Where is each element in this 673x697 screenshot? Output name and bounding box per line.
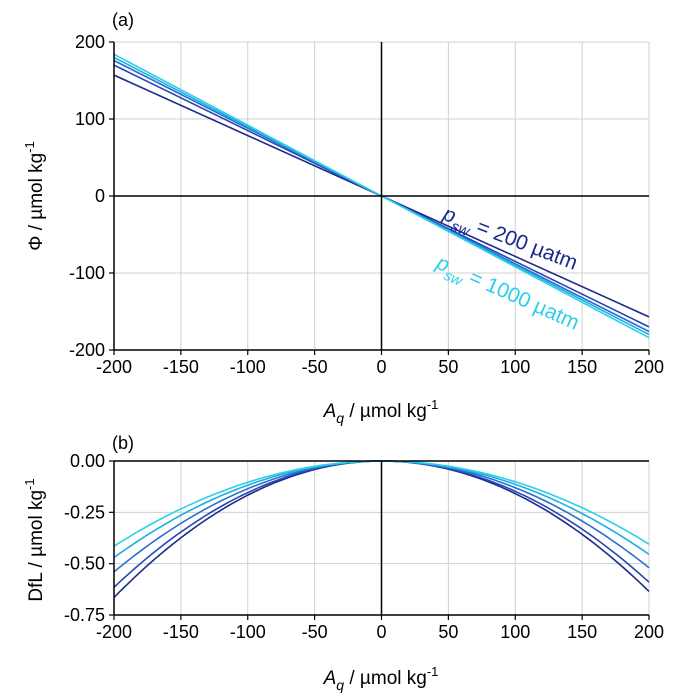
panel-b-xtick-label: -150 — [163, 622, 199, 642]
panel-a-xtick-label: -100 — [230, 357, 266, 377]
panel-a-xtick-label: 200 — [634, 357, 664, 377]
panel-b-ylabel: DfL / µmol kg-1 — [22, 478, 47, 601]
panel-b-xtick-label: -50 — [302, 622, 328, 642]
panel-b-xtick-label: -200 — [96, 622, 132, 642]
panel-b-axes — [109, 460, 650, 620]
panel-a-xtick-label: -150 — [163, 357, 199, 377]
panel-b-label: (b) — [112, 433, 134, 453]
panel-b-xlabel: Aq / µmol kg-1 — [323, 664, 439, 693]
panel-b-xtick-label: 50 — [438, 622, 458, 642]
panel-a-ytick-label: 100 — [75, 109, 105, 129]
panel-a: (a) -200 -150 -100 -50 0 50 100 150 200 200 100 0 -1… — [22, 10, 664, 426]
panel-a-xtick-label: -50 — [302, 357, 328, 377]
panel-a-xtick-label: 0 — [376, 357, 386, 377]
panel-a-ytick-label: 200 — [75, 32, 105, 52]
panel-a-xtick-label: 150 — [567, 357, 597, 377]
panel-b-xtick-label: 100 — [500, 622, 530, 642]
panel-b-ytick-label: -0.75 — [64, 605, 105, 625]
panel-a-label: (a) — [112, 10, 134, 30]
panel-b-ytick-label: -0.25 — [64, 502, 105, 522]
panel-a-axes — [109, 41, 650, 355]
panel-b-tick-labels: -200 -150 -100 -50 0 50 100 150 200 0.00 -0.25 -0.5… — [64, 451, 664, 642]
panel-b-ytick-label: -0.50 — [64, 554, 105, 574]
panel-a-ytick-label: -200 — [69, 340, 105, 360]
panel-a-ytick-label: 0 — [95, 186, 105, 206]
panel-a-xtick-label: 100 — [500, 357, 530, 377]
panel-a-ylabel: Φ / µmol kg-1 — [22, 141, 47, 250]
panel-a-annotation: psw = 200 µatm — [437, 202, 581, 280]
panel-b-xtick-label: 150 — [567, 622, 597, 642]
panel-a-ytick-label: -100 — [69, 263, 105, 283]
panel-b: (b) -200 -150 -100 -50 0 50 100 150 200 0.00 -0.25… — [22, 433, 664, 693]
panel-b-xtick-label: 200 — [634, 622, 664, 642]
panel-a-xtick-label: 50 — [438, 357, 458, 377]
panel-a-tick-labels: -200 -150 -100 -50 0 50 100 150 200 200 100 0 -100 -2… — [69, 32, 664, 377]
panel-a-xlabel: Aq / µmol kg-1 — [323, 397, 439, 426]
panel-b-xtick-label: 0 — [376, 622, 386, 642]
panel-a-xtick-label: -200 — [96, 357, 132, 377]
panel-b-xtick-label: -100 — [230, 622, 266, 642]
panel-b-ytick-label: 0.00 — [70, 451, 105, 471]
